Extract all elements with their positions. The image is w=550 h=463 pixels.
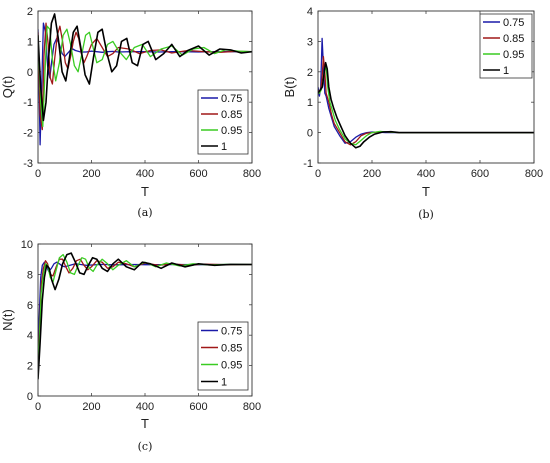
y-tick-label: -2 xyxy=(23,128,33,140)
y-tick-label: 6 xyxy=(27,300,33,312)
y-tick-label: 4 xyxy=(307,6,313,18)
series-line-0_95 xyxy=(38,253,252,378)
legend-label: 0.85 xyxy=(221,109,242,121)
legend-label: 1 xyxy=(221,377,227,389)
x-axis-label: T xyxy=(141,184,149,199)
x-tick-label: 600 xyxy=(189,168,207,180)
legend-label: 0.95 xyxy=(221,125,242,137)
legend-label: 0.95 xyxy=(503,49,524,61)
x-tick-label: 0 xyxy=(35,168,41,180)
x-tick-label: 200 xyxy=(363,168,381,180)
y-tick-label: -3 xyxy=(23,158,33,170)
legend-box xyxy=(197,89,249,155)
axes-frame xyxy=(37,243,253,397)
x-tick-label: 0 xyxy=(35,401,41,413)
x-tick-label: 800 xyxy=(525,168,543,180)
y-tick-label: 0 xyxy=(27,67,33,79)
x-tick-label: 400 xyxy=(136,168,154,180)
legend-label: 0.75 xyxy=(221,93,242,105)
series-line-1 xyxy=(38,13,252,122)
panel-label: (a) xyxy=(137,206,152,219)
axes-frame xyxy=(37,10,253,164)
legend-box xyxy=(197,321,249,391)
legend-label: 1 xyxy=(221,141,227,153)
series-group xyxy=(38,13,252,146)
y-tick-label: 2 xyxy=(307,67,313,79)
legend-label: 0.75 xyxy=(221,326,242,338)
panel-label: (c) xyxy=(138,440,153,453)
x-tick-label: 0 xyxy=(315,168,321,180)
y-tick-label: 8 xyxy=(27,269,33,281)
x-tick-label: 400 xyxy=(136,401,154,413)
x-tick-label: 200 xyxy=(82,401,100,413)
y-tick-label: 0 xyxy=(27,391,33,403)
legend-label: 0.85 xyxy=(221,343,242,355)
legend-label: 0.95 xyxy=(221,360,242,372)
legend-label: 1 xyxy=(503,65,509,77)
series-line-1 xyxy=(38,252,252,380)
legend-label: 0.75 xyxy=(503,17,524,29)
chart-panel-2: 0 200 400 600 800-101234TB(t)(b)0.750.850.95… xyxy=(282,6,543,221)
y-axis-label: N(t) xyxy=(0,309,15,331)
x-tick-label: 800 xyxy=(243,401,261,413)
series-group xyxy=(38,252,252,380)
y-axis-label: B(t) xyxy=(282,77,297,98)
series-line-1 xyxy=(318,61,534,149)
legend: 0.75 0.85 0.95 1 xyxy=(197,89,249,155)
x-axis-label: T xyxy=(141,416,149,431)
y-tick-label: 2 xyxy=(27,6,33,18)
y-tick-label: -1 xyxy=(23,97,33,109)
y-tick-label: 1 xyxy=(27,36,33,48)
y-tick-label: 1 xyxy=(307,97,313,109)
legend-box xyxy=(479,13,533,79)
panel-label: (b) xyxy=(418,208,434,221)
y-tick-label: 4 xyxy=(27,330,33,342)
legend: 0.75 0.85 0.95 1 xyxy=(197,321,249,391)
chart-panel-1: 0 200 400 600 800-3-2-1012TQ(t)(a)0.750.850.… xyxy=(0,6,261,219)
y-tick-label: 0 xyxy=(307,128,313,140)
y-tick-label: 10 xyxy=(21,239,33,251)
y-tick-label: 3 xyxy=(307,36,313,48)
x-axis-label: T xyxy=(422,184,430,199)
chart-panel-3: 0 200 400 600 800 0 2 4 6 8 10 T N(t) (c) 0.75 0.85 0.95… xyxy=(0,239,261,453)
y-tick-label: -1 xyxy=(303,158,313,170)
x-tick-label: 200 xyxy=(82,168,100,180)
y-tick-label: 2 xyxy=(27,361,33,373)
legend-label: 0.85 xyxy=(503,33,524,45)
x-tick-label: 600 xyxy=(471,168,489,180)
x-tick-label: 800 xyxy=(243,168,261,180)
legend: 0.75 0.85 0.95 1 xyxy=(479,13,533,79)
y-axis-label: Q(t) xyxy=(0,76,15,98)
axes-frame xyxy=(317,10,535,164)
series-group xyxy=(318,37,534,149)
x-tick-label: 400 xyxy=(417,168,435,180)
x-tick-label: 600 xyxy=(189,401,207,413)
